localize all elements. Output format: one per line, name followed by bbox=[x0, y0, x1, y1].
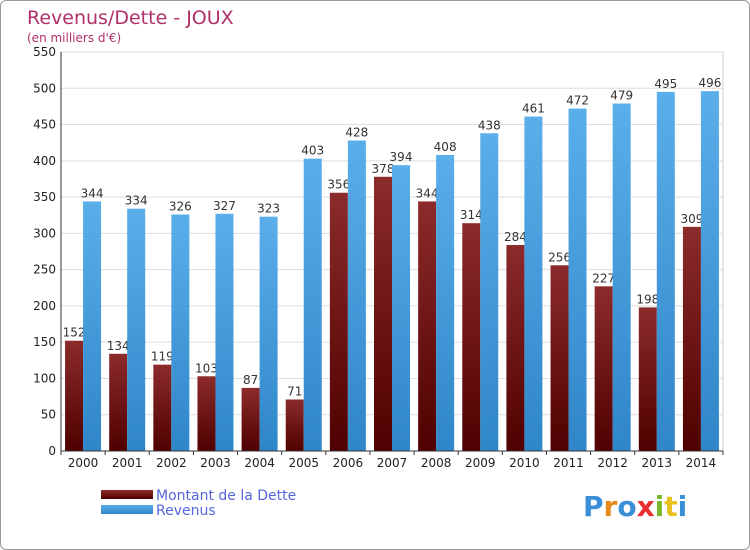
data-label: 134 bbox=[107, 339, 130, 353]
y-tick-label: 350 bbox=[33, 190, 56, 204]
x-tick-label: 2005 bbox=[288, 456, 319, 470]
bar-dette-2001 bbox=[109, 353, 128, 451]
bar-dette-2014 bbox=[682, 226, 701, 451]
y-tick-label: 500 bbox=[33, 81, 56, 95]
data-label: 472 bbox=[566, 94, 589, 108]
bar-revenus-2007 bbox=[392, 165, 410, 452]
data-label: 326 bbox=[169, 200, 192, 214]
x-tick-label: 2003 bbox=[200, 456, 231, 470]
bar-revenus-2008 bbox=[436, 155, 455, 452]
y-tick-label: 450 bbox=[33, 118, 56, 132]
data-label: 461 bbox=[522, 102, 545, 116]
data-label: 152 bbox=[63, 326, 86, 340]
y-tick-label: 400 bbox=[33, 154, 56, 168]
y-tick-label: 200 bbox=[33, 299, 56, 313]
x-tick-label: 2011 bbox=[553, 456, 584, 470]
legend-label-dette: Montant de la Dette bbox=[156, 488, 296, 504]
data-label: 71 bbox=[287, 384, 302, 398]
bar-dette-2006 bbox=[329, 192, 348, 452]
y-tick-label: 250 bbox=[33, 263, 56, 277]
bar-dette-2008 bbox=[418, 201, 437, 451]
data-label: 479 bbox=[610, 89, 633, 103]
bar-revenus-2003 bbox=[215, 213, 234, 451]
bar-revenus-2010 bbox=[524, 116, 543, 451]
x-tick-label: 2013 bbox=[642, 456, 673, 470]
legend-swatch-revenus bbox=[101, 505, 153, 514]
bar-revenus-2002 bbox=[171, 214, 190, 451]
bar-dette-2013 bbox=[638, 307, 657, 451]
bar-dette-2011 bbox=[550, 265, 569, 451]
proxiti-logo: Proxiti bbox=[583, 490, 687, 523]
bar-revenus-2000 bbox=[83, 201, 102, 451]
bar-revenus-2004 bbox=[259, 216, 278, 451]
bar-dette-2005 bbox=[285, 399, 304, 451]
x-tick-label: 2001 bbox=[112, 456, 143, 470]
bar-dette-2003 bbox=[197, 376, 216, 451]
legend-label-revenus: Revenus bbox=[156, 503, 216, 519]
x-tick-label: 2010 bbox=[509, 456, 540, 470]
data-label: 438 bbox=[478, 118, 501, 132]
bar-dette-2012 bbox=[594, 286, 613, 451]
data-label: 309 bbox=[680, 212, 703, 226]
bar-revenus-2001 bbox=[127, 208, 146, 451]
data-label: 495 bbox=[654, 77, 677, 91]
data-label: 323 bbox=[257, 202, 280, 216]
y-tick-label: 150 bbox=[33, 335, 56, 349]
data-label: 314 bbox=[460, 208, 483, 222]
data-label: 327 bbox=[213, 199, 236, 213]
x-tick-label: 2014 bbox=[686, 456, 717, 470]
bar-revenus-2012 bbox=[612, 103, 631, 452]
bar-dette-2002 bbox=[153, 364, 172, 451]
bar-dette-2000 bbox=[65, 340, 84, 451]
bar-revenus-2013 bbox=[656, 91, 675, 452]
x-tick-label: 2007 bbox=[377, 456, 408, 470]
chart-subtitle: (en milliers d'€) bbox=[27, 31, 121, 45]
bar-revenus-2014 bbox=[700, 91, 719, 451]
data-label: 344 bbox=[81, 186, 104, 200]
data-label: 256 bbox=[548, 250, 571, 264]
data-label: 119 bbox=[151, 350, 174, 364]
x-tick-label: 2000 bbox=[68, 456, 99, 470]
bar-revenus-2005 bbox=[303, 158, 322, 451]
x-tick-label: 2006 bbox=[333, 456, 364, 470]
y-tick-label: 100 bbox=[33, 371, 56, 385]
bar-revenus-2006 bbox=[347, 140, 366, 452]
bar-dette-2010 bbox=[506, 244, 525, 451]
data-label: 87 bbox=[243, 373, 258, 387]
data-label: 344 bbox=[416, 186, 439, 200]
bar-dette-2007 bbox=[374, 176, 392, 451]
y-tick-label: 0 bbox=[48, 444, 56, 458]
y-tick-label: 300 bbox=[33, 226, 56, 240]
data-label: 394 bbox=[390, 150, 413, 164]
bar-dette-2004 bbox=[241, 387, 260, 451]
data-label: 334 bbox=[125, 194, 148, 208]
data-label: 496 bbox=[698, 76, 721, 90]
y-tick-label: 50 bbox=[41, 408, 56, 422]
x-tick-label: 2002 bbox=[156, 456, 187, 470]
bar-revenus-2011 bbox=[568, 108, 587, 452]
x-tick-label: 2009 bbox=[465, 456, 496, 470]
data-label: 227 bbox=[592, 271, 615, 285]
data-label: 103 bbox=[195, 361, 218, 375]
data-label: 408 bbox=[434, 140, 457, 154]
x-tick-label: 2004 bbox=[244, 456, 275, 470]
bar-revenus-2009 bbox=[480, 133, 499, 451]
chart-title: Revenus/Dette - JOUX bbox=[27, 7, 234, 29]
bar-dette-2009 bbox=[462, 223, 481, 451]
data-label: 198 bbox=[636, 292, 659, 306]
y-tick-label: 550 bbox=[33, 45, 56, 59]
data-label: 403 bbox=[301, 144, 324, 158]
data-label: 356 bbox=[327, 178, 350, 192]
data-label: 284 bbox=[504, 230, 527, 244]
data-label: 378 bbox=[372, 162, 395, 176]
x-tick-label: 2008 bbox=[421, 456, 452, 470]
data-label: 428 bbox=[345, 126, 368, 140]
legend-swatch-dette bbox=[101, 490, 153, 499]
x-tick-label: 2012 bbox=[597, 456, 628, 470]
